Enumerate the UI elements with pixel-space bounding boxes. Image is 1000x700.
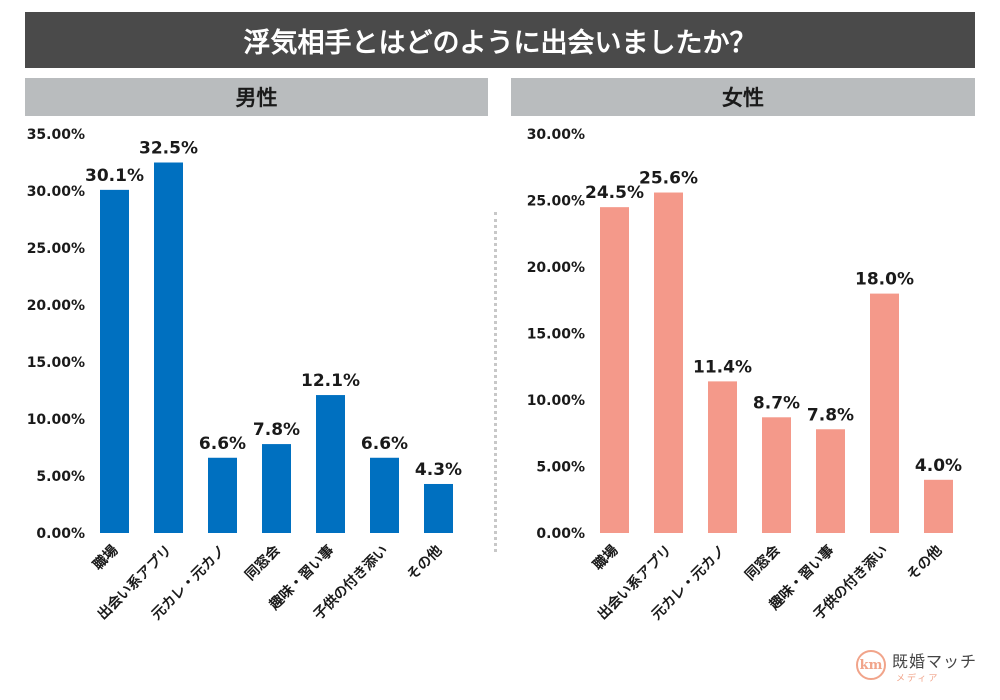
brand-logo: km 既婚マッチ メディア bbox=[856, 644, 986, 688]
male-ytick-label: 15.00% bbox=[27, 355, 85, 371]
male-bar bbox=[208, 457, 237, 533]
female-data-label: 25.6% bbox=[639, 169, 698, 189]
female-bar bbox=[762, 417, 791, 533]
female-ytick-label: 25.00% bbox=[527, 194, 585, 210]
male-chart-title: 男性 bbox=[25, 78, 488, 116]
male-ytick-label: 20.00% bbox=[27, 298, 85, 314]
female-data-label: 4.0% bbox=[915, 456, 962, 476]
female-category-label: その他 bbox=[904, 542, 946, 584]
panel-divider bbox=[494, 212, 497, 552]
male-category-label: 同窓会 bbox=[242, 541, 284, 583]
female-bar bbox=[816, 429, 845, 533]
male-data-label: 6.6% bbox=[199, 434, 246, 454]
female-data-label: 7.8% bbox=[807, 405, 854, 425]
female-ytick-label: 10.00% bbox=[527, 393, 585, 409]
male-bar bbox=[100, 189, 129, 534]
female-bar bbox=[870, 293, 899, 533]
male-bar bbox=[424, 483, 453, 533]
female-data-label: 18.0% bbox=[855, 270, 914, 290]
male-ytick-label: 5.00% bbox=[36, 469, 85, 485]
female-ytick-label: 5.00% bbox=[536, 460, 585, 476]
male-bar bbox=[370, 457, 399, 533]
female-bar bbox=[708, 381, 737, 533]
male-data-label: 7.8% bbox=[253, 420, 300, 440]
male-ytick-label: 25.00% bbox=[27, 241, 85, 257]
brand-logo-sub: メディア bbox=[896, 674, 940, 684]
female-category-label: 同窓会 bbox=[742, 541, 784, 583]
male-ytick-label: 35.00% bbox=[27, 127, 85, 143]
male-ytick-label: 0.00% bbox=[36, 526, 85, 542]
female-category-label: 職場 bbox=[590, 542, 622, 574]
female-bar bbox=[924, 479, 953, 533]
male-category-label: その他 bbox=[404, 542, 446, 584]
male-data-label: 12.1% bbox=[301, 371, 360, 391]
male-category-label: 職場 bbox=[90, 542, 122, 574]
female-data-label: 8.7% bbox=[753, 393, 800, 413]
male-ytick-label: 30.00% bbox=[27, 184, 85, 200]
page-title: 浮気相手とはどのように出会いましたか？ bbox=[25, 12, 975, 68]
male-data-label: 4.3% bbox=[415, 460, 462, 480]
male-bar bbox=[316, 395, 345, 533]
male-data-label: 32.5% bbox=[139, 139, 198, 159]
female-data-label: 24.5% bbox=[585, 183, 644, 203]
female-chart-title: 女性 bbox=[511, 78, 975, 116]
female-data-label: 11.4% bbox=[693, 357, 752, 377]
male-bar-chart: 0.00% 5.00% 10.00% 15.00% 20.00% 25.00% 30.00%… bbox=[27, 127, 470, 623]
brand-logo-name: 既婚マッチ bbox=[892, 652, 978, 671]
brand-logo-mark: km bbox=[856, 650, 886, 680]
male-ytick-label: 10.00% bbox=[27, 412, 85, 428]
female-bar bbox=[654, 192, 683, 533]
female-bar bbox=[600, 207, 629, 533]
male-bar bbox=[262, 444, 291, 533]
female-ytick-label: 20.00% bbox=[527, 260, 585, 276]
female-bar-chart: 0.00% 5.00% 10.00% 15.00% 20.00% 25.00% 30.00%… bbox=[527, 127, 970, 623]
female-ytick-label: 0.00% bbox=[536, 526, 585, 542]
male-data-label: 6.6% bbox=[361, 434, 408, 454]
female-ytick-label: 15.00% bbox=[527, 327, 585, 343]
male-bar bbox=[154, 162, 183, 533]
male-data-label: 30.1% bbox=[85, 166, 144, 186]
female-ytick-label: 30.00% bbox=[527, 127, 585, 143]
